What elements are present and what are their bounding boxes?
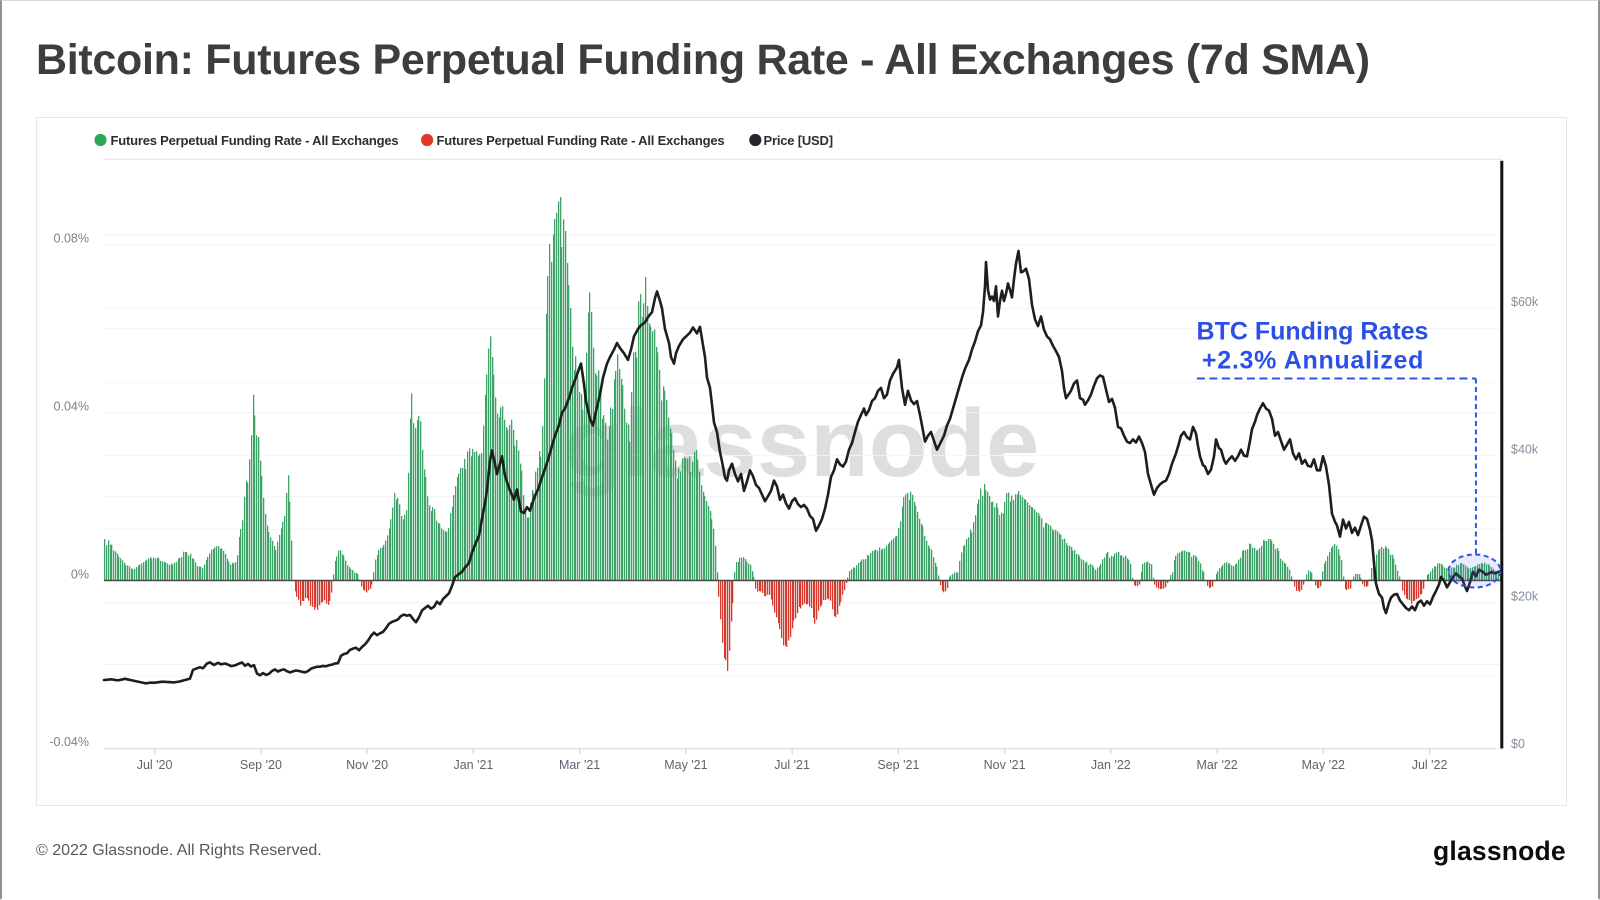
- svg-text:$60k: $60k: [1511, 295, 1539, 309]
- svg-text:May '21: May '21: [664, 758, 707, 772]
- svg-text:Jan '21: Jan '21: [453, 758, 493, 772]
- svg-text:Price [USD]: Price [USD]: [764, 133, 833, 148]
- svg-text:Jul '20: Jul '20: [137, 758, 173, 772]
- svg-text:Sep '20: Sep '20: [240, 758, 282, 772]
- svg-text:$20k: $20k: [1511, 590, 1539, 604]
- svg-text:Jul '21: Jul '21: [774, 758, 810, 772]
- svg-text:Sep '21: Sep '21: [877, 758, 919, 772]
- svg-text:BTC Funding Rates: BTC Funding Rates: [1197, 317, 1429, 345]
- svg-text:-0.04%: -0.04%: [49, 735, 89, 749]
- svg-text:Futures Perpetual Funding Rate: Futures Perpetual Funding Rate - All Exc…: [437, 133, 725, 148]
- svg-text:0.08%: 0.08%: [54, 232, 89, 246]
- svg-text:May '22: May '22: [1302, 758, 1345, 772]
- svg-text:+2.3% Annualized: +2.3% Annualized: [1202, 346, 1424, 374]
- svg-text:Mar '21: Mar '21: [559, 758, 600, 772]
- svg-text:$0: $0: [1511, 737, 1525, 751]
- svg-text:Futures Perpetual Funding Rate: Futures Perpetual Funding Rate - All Exc…: [111, 133, 399, 148]
- svg-text:0%: 0%: [71, 567, 89, 581]
- svg-text:$40k: $40k: [1511, 442, 1539, 456]
- svg-text:0.04%: 0.04%: [54, 399, 89, 413]
- svg-text:Jan '22: Jan '22: [1091, 758, 1131, 772]
- svg-text:Nov '21: Nov '21: [984, 758, 1026, 772]
- svg-text:Mar '22: Mar '22: [1196, 758, 1237, 772]
- svg-text:Nov '20: Nov '20: [346, 758, 388, 772]
- svg-text:Jul '22: Jul '22: [1412, 758, 1448, 772]
